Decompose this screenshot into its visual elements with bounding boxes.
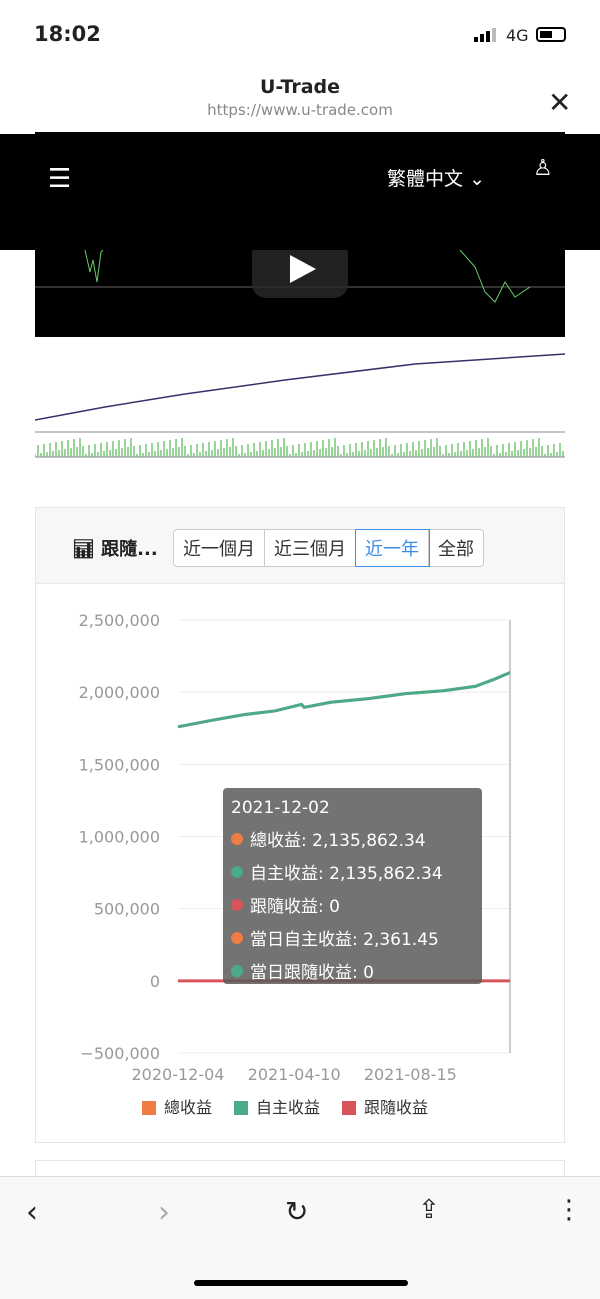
language-select[interactable]: 繁體中文 ⌄: [387, 164, 485, 191]
share-icon[interactable]: ⇪: [418, 1195, 440, 1225]
tooltip-row: 跟隨收益: 0: [231, 892, 474, 917]
address-bar[interactable]: U-Trade https://www.u-trade.com: [0, 76, 600, 119]
y-tick-label: 500,000: [94, 900, 160, 919]
y-tick-label: 2,000,000: [79, 683, 160, 702]
series-dot: [231, 898, 243, 911]
range-all[interactable]: 全部: [438, 539, 474, 560]
tooltip-date: 2021-12-02: [231, 798, 330, 818]
series-dot: [231, 865, 243, 878]
tooltip-text: 自主收益: 2,135,862.34: [250, 864, 443, 884]
back-icon[interactable]: ‹: [26, 1195, 38, 1230]
x-tick-label: 2021-08-15: [364, 1065, 457, 1084]
tooltip-row: 自主收益: 2,135,862.34: [231, 859, 474, 884]
chart-legend: 總收益 自主收益 跟隨收益: [142, 1094, 428, 1118]
range-3-months[interactable]: 近三個月: [265, 530, 356, 566]
menu-icon[interactable]: ☰: [48, 164, 72, 194]
equity-screenshot: [35, 337, 565, 482]
range-1-year[interactable]: 近一年: [355, 529, 430, 567]
legend-label: 自主收益: [256, 1098, 321, 1117]
tooltip-text: 總收益: 2,135,862.34: [250, 831, 426, 851]
series-line-1: [177, 671, 511, 729]
status-bar: 18:02 4G: [0, 0, 600, 70]
reload-icon[interactable]: ↻: [285, 1195, 309, 1228]
tooltip-row: 總收益: 2,135,862.34: [231, 826, 474, 851]
series-dot: [231, 931, 243, 944]
y-tick-label: 1,500,000: [79, 755, 160, 774]
y-tick-label: 2,500,000: [79, 611, 160, 630]
legend-total[interactable]: 總收益: [142, 1094, 212, 1118]
series-dot: [231, 964, 243, 977]
network-label: 4G: [506, 26, 529, 45]
tooltip-text: 當日自主收益: 2,361.45: [250, 930, 439, 950]
clock: 18:02: [34, 22, 101, 46]
chevron-down-icon: ⌄: [469, 168, 485, 190]
chart-tooltip: 2021-12-02 總收益: 2,135,862.34 自主收益: 2,135,…: [223, 788, 482, 984]
close-icon[interactable]: ✕: [548, 86, 572, 119]
more-icon[interactable]: ⋮: [556, 1195, 582, 1225]
language-label: 繁體中文: [387, 168, 464, 190]
signal-icon: [474, 28, 496, 42]
range-1-month[interactable]: 近一個月: [174, 530, 265, 566]
x-tick-label: 2020-12-04: [132, 1065, 225, 1084]
legend-own[interactable]: 自主收益: [234, 1094, 320, 1118]
tooltip-row: 當日跟隨收益: 0: [231, 958, 474, 983]
y-tick-label: 0: [150, 972, 160, 991]
legend-label: 跟隨收益: [364, 1098, 429, 1117]
x-tick-label: 2021-04-10: [248, 1065, 341, 1084]
series-dot: [231, 832, 243, 845]
card-title-text: 跟隨...: [101, 539, 158, 560]
bar-chart-icon: 📊︎: [72, 539, 95, 560]
legend-follow[interactable]: 跟隨收益: [342, 1094, 428, 1118]
tooltip-text: 跟隨收益: 0: [250, 897, 340, 917]
y-tick-label: 1,000,000: [79, 828, 160, 847]
battery-icon: [536, 27, 566, 42]
card-title: 📊︎ 跟隨...: [72, 535, 158, 561]
tooltip-text: 當日跟隨收益: 0: [250, 963, 374, 983]
forward-icon[interactable]: ›: [158, 1195, 170, 1230]
user-icon[interactable]: ♙: [533, 156, 553, 181]
range-selector: 近一個月 近三個月 近一年 全部: [173, 529, 484, 567]
page-title: U-Trade: [259, 76, 341, 98]
y-tick-label: −500,000: [80, 1044, 160, 1063]
page-url: https://www.u-trade.com: [207, 101, 393, 119]
home-indicator: [194, 1280, 408, 1286]
legend-label: 總收益: [164, 1098, 213, 1117]
browser-toolbar: ‹ › ↻ ⇪ ⋮: [0, 1176, 600, 1299]
site-navbar: ☰ 繁體中文 ⌄ ♙: [0, 134, 600, 250]
tooltip-row: 當日自主收益: 2,361.45: [231, 925, 474, 950]
